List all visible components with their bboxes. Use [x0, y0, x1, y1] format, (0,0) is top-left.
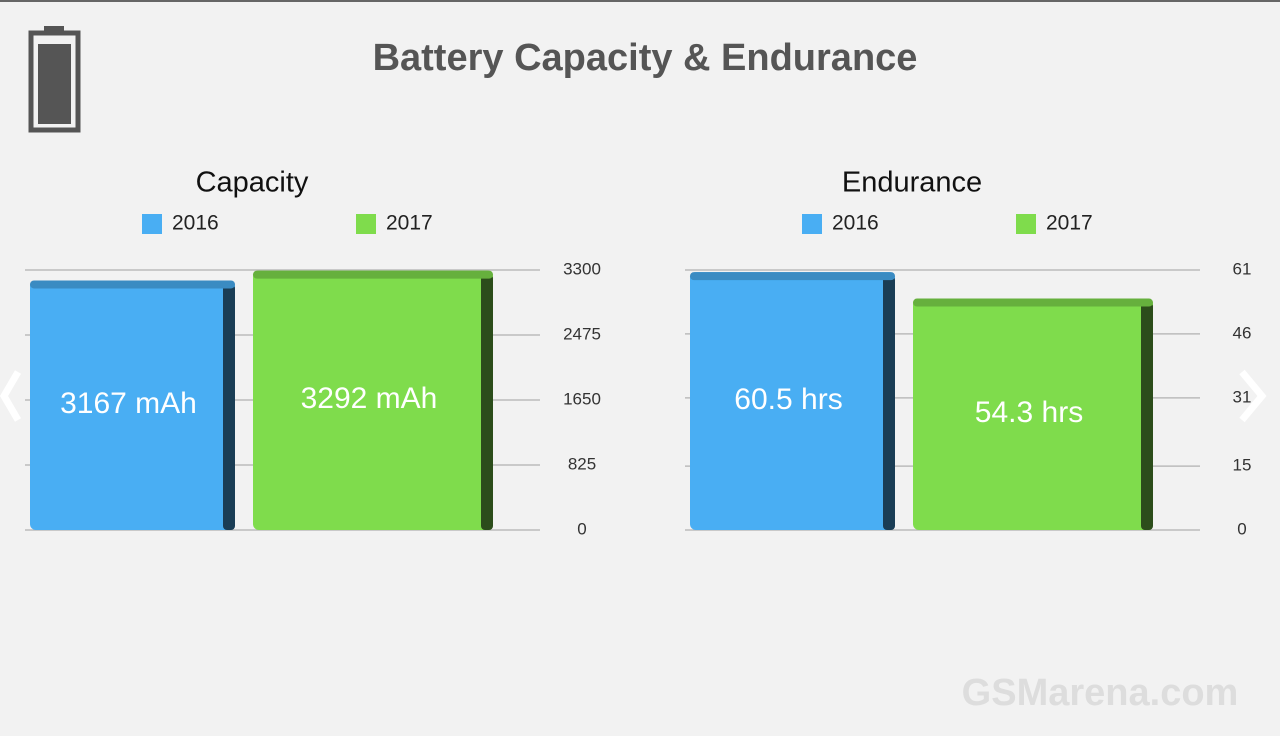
value-label: 3292 mAh [301, 382, 438, 415]
bar-side [1141, 302, 1153, 530]
legend-label: 2017 [1046, 212, 1093, 235]
bar [913, 298, 1153, 530]
legend-swatch [142, 214, 162, 234]
y-tick-label: 0 [1237, 519, 1246, 538]
y-tick-label: 61 [1233, 259, 1252, 278]
bar [690, 272, 895, 530]
bar-top [913, 298, 1153, 307]
y-tick-label: 0 [577, 519, 586, 538]
watermark: GSMarena.com [962, 672, 1239, 714]
next-arrow[interactable] [1239, 369, 1267, 423]
bar-side [481, 274, 493, 530]
bar [30, 280, 235, 530]
y-tick-label: 825 [568, 454, 596, 473]
y-tick-label: 2475 [563, 324, 601, 343]
bar-top [690, 272, 895, 281]
charts: Capacity 2016 2017 0 825 1650 2475 3300 3167 mAh… [25, 167, 1252, 538]
battery-icon [28, 26, 81, 133]
y-tick-label: 15 [1233, 456, 1252, 475]
page-title: Battery Capacity & Endurance [373, 37, 918, 79]
value-label: 54.3 hrs [975, 396, 1083, 429]
y-tick-label: 1650 [563, 389, 601, 408]
bar-side [223, 284, 235, 530]
legend-label: 2017 [386, 212, 433, 235]
bar-top [30, 280, 235, 289]
legend-label: 2016 [172, 212, 219, 235]
value-label: 3167 mAh [60, 387, 197, 420]
bar-side [883, 276, 895, 530]
prev-arrow[interactable] [0, 370, 22, 422]
legend-swatch [1016, 214, 1036, 234]
y-tick-label: 46 [1233, 323, 1252, 342]
bar-top [253, 270, 493, 279]
chart-title: Capacity [196, 167, 309, 199]
value-label: 60.5 hrs [734, 383, 842, 416]
bar [253, 270, 493, 530]
legend-label: 2016 [832, 212, 879, 235]
legend-swatch [356, 214, 376, 234]
y-tick-label: 3300 [563, 259, 601, 278]
legend-swatch [802, 214, 822, 234]
chart-title: Endurance [842, 167, 982, 199]
y-tick-label: 31 [1233, 387, 1252, 406]
